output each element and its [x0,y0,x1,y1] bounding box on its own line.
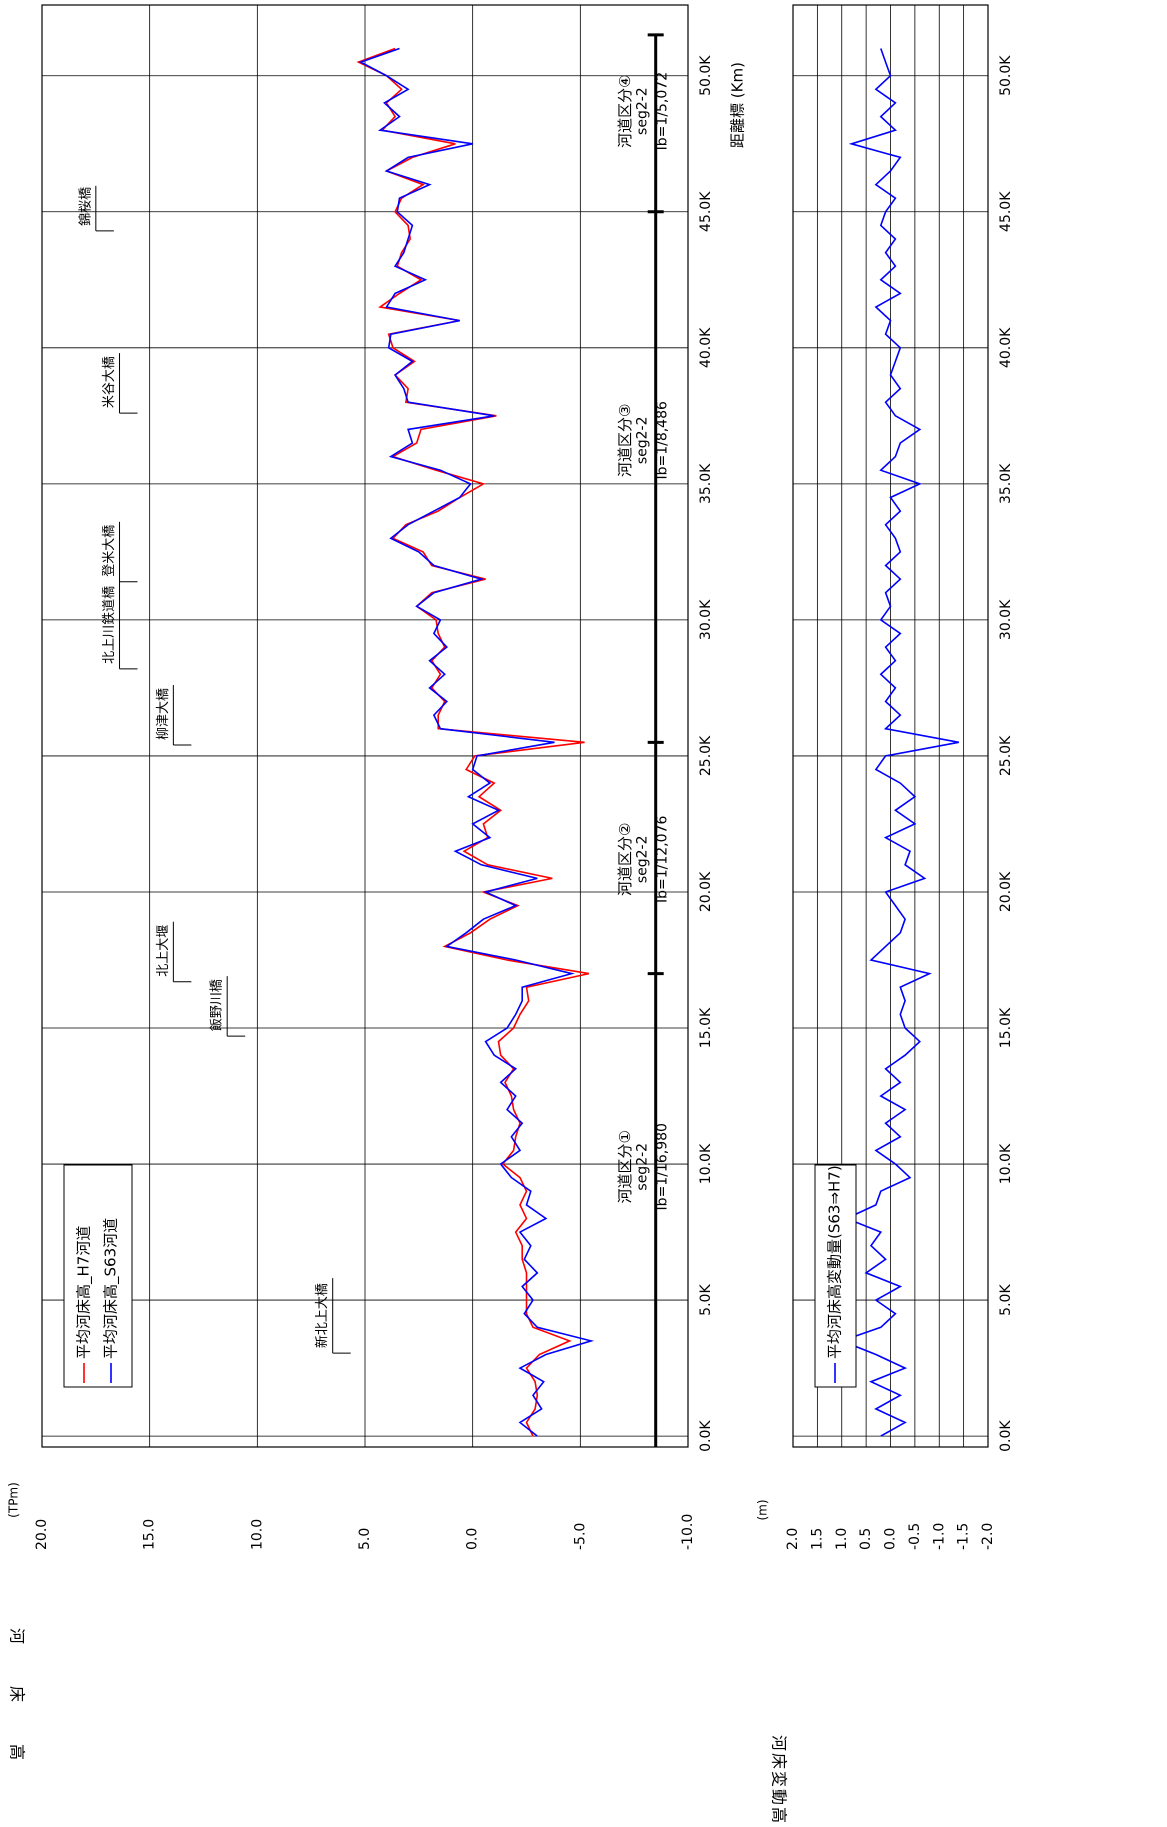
y-tick-label: 0.0 [465,1528,481,1550]
y-tick-label: 20.0 [34,1519,50,1550]
x-tick-label: 40.0K [698,327,714,368]
x-tick-label: 40.0K [998,327,1014,368]
bridge-label: 錦桜橋 [77,187,93,226]
legend-box [814,1164,857,1388]
y-tick-label: -10.0 [680,1514,696,1550]
segment-slope: Ib=1/8,486 [655,401,671,480]
series-line [358,47,595,1437]
x-tick-label: 45.0K [698,191,714,232]
legend-box [63,1164,133,1388]
y-axis-title: 河床高 [8,1628,27,1802]
segment-type: seg2-2 [635,835,651,883]
x-tick-label: 15.0K [698,1007,714,1048]
x-tick-label: 0.0K [998,1420,1014,1452]
x-tick-label: 50.0K [998,55,1014,96]
y-tick-label: 5.0 [357,1528,373,1550]
y-tick-label: 1.5 [809,1528,825,1550]
x-tick-label: 25.0K [698,735,714,776]
legend-label: 平均河床高変動量(S63⇒H7) [826,1165,844,1359]
x-tick-label: 35.0K [698,463,714,504]
y-tick-label: 1.0 [834,1528,850,1550]
x-tick-label: 35.0K [998,463,1014,504]
legend-label: 平均河床高_H7河道 [75,1226,94,1359]
x-axis-title: 距離標 (Km) [729,62,747,148]
plot-frame [792,4,989,1448]
plot-frame [41,4,689,1448]
segment-name: 河道区分③ [616,404,634,477]
y-axis-unit: (m) [756,1499,770,1520]
series-line [839,48,959,1437]
segment-type: seg2-2 [635,87,651,135]
x-tick-label: 25.0K [998,735,1014,776]
segment-name: 河道区分② [616,823,634,896]
x-tick-label: 45.0K [998,191,1014,232]
x-tick-label: 5.0K [698,1284,714,1316]
y-tick-label: 10.0 [249,1519,265,1550]
x-tick-label: 15.0K [998,1007,1014,1048]
segment-name: 河道区分① [616,1130,634,1203]
x-tick-label: 30.0K [998,599,1014,640]
segment-type: seg2-2 [635,1143,651,1191]
bridge-label: 北上大堰 [156,925,171,977]
y-tick-label: -1.0 [931,1523,947,1550]
y-tick-label: -1.5 [956,1523,972,1550]
y-tick-label: 0.5 [858,1528,874,1550]
bridge-label: 北上川鉄道橋 [102,586,117,664]
segment-name: 河道区分④ [616,74,634,147]
bridge-label: 新北上大橋 [314,1283,330,1348]
x-tick-label: 10.0K [698,1143,714,1184]
y-tick-label: 15.0 [142,1519,158,1550]
x-tick-label: 5.0K [998,1284,1014,1316]
y-tick-label: -0.5 [907,1523,923,1550]
y-tick-label: 0.0 [883,1528,899,1550]
segment-slope: Ib=1/12,076 [655,816,671,903]
segment-slope: Ib=1/16,980 [655,1123,671,1210]
y-axis-unit: (TPm) [7,1482,21,1518]
legend-label: 平均河床高_S63河道 [102,1218,121,1359]
bridge-label: 飯野川橋 [210,979,225,1031]
series-line [356,47,590,1437]
bridge-label: 柳津大橋 [156,688,171,740]
y-axis-title: 河床変動高 [770,1735,789,1825]
segment-slope: Ib=1/5,072 [655,72,671,150]
x-tick-label: 10.0K [998,1143,1014,1184]
x-tick-label: 20.0K [698,871,714,912]
y-tick-label: 2.0 [785,1528,801,1550]
y-tick-label: -5.0 [572,1523,588,1550]
x-tick-label: 0.0K [698,1420,714,1452]
x-tick-label: 50.0K [698,55,714,96]
y-tick-label: -2.0 [980,1523,996,1550]
bridge-label: 登米大橋 [102,525,117,577]
x-tick-label: 20.0K [998,871,1014,912]
bridge-label: 米谷大橋 [102,356,117,408]
x-tick-label: 30.0K [698,599,714,640]
segment-type: seg2-2 [635,416,651,464]
